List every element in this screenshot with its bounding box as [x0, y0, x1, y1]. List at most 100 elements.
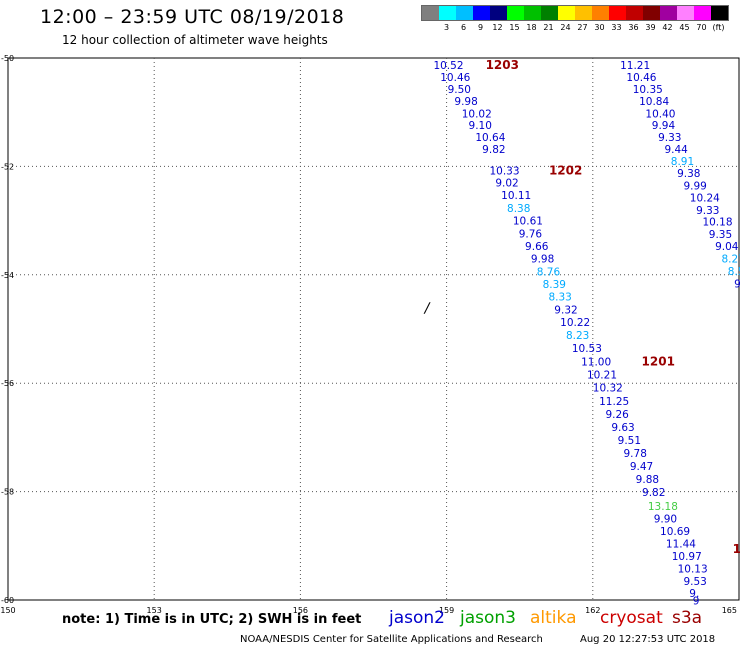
- legend-label: 45: [679, 23, 690, 32]
- map-frame: [7, 57, 740, 601]
- legend-swatch: [626, 6, 643, 20]
- footer-note: note: 1) Time is in UTC; 2) SWH is in fe…: [62, 612, 362, 627]
- y-tick-label: -56: [1, 379, 14, 388]
- legend-swatch: [507, 6, 524, 20]
- y-tick-label: -52: [1, 162, 14, 171]
- wave-height-value: 9.66: [525, 241, 549, 253]
- legend-label: 21: [543, 23, 554, 32]
- wave-height-value: 9.98: [454, 96, 477, 108]
- pass-time-label: 1202: [549, 164, 582, 178]
- x-tick-label: 153: [147, 606, 162, 615]
- satellite-jason2: jason2: [389, 608, 445, 628]
- wave-height-value: 9.35: [709, 229, 732, 241]
- wave-height-value: 10.46: [440, 72, 470, 84]
- legend-swatch: [643, 6, 660, 20]
- wave-height-value: 9.44: [664, 144, 688, 156]
- wave-height-value: 10.13: [678, 564, 708, 576]
- page-title: 12:00 – 23:59 UTC 08/19/2018: [40, 6, 345, 28]
- pass-time-label: 1201: [642, 355, 675, 369]
- wave-height-value: 9.38: [677, 168, 700, 180]
- x-tick-label: 165: [722, 606, 737, 615]
- wave-height-value: 10.18: [702, 217, 732, 229]
- legend-swatches: [421, 5, 729, 21]
- legend-label: 36: [628, 23, 639, 32]
- axis-ticks: 150 153 156 159 162 165 -50 -52 -54 -56 -58 -60: [0, 54, 737, 615]
- color-legend: 3 6 9 12 15 18 21 24 27 30 33 36 39 42 45 70 (ft): [421, 5, 729, 35]
- wave-height-value: 9: [693, 596, 700, 608]
- wave-height-value: 11.21: [620, 60, 650, 72]
- wave-height-value: 8.23: [566, 330, 589, 342]
- legend-swatch: [456, 6, 473, 20]
- legend-label: 42: [662, 23, 673, 32]
- legend-label: 9: [477, 23, 484, 32]
- wave-height-value: 8.38: [507, 203, 530, 215]
- legend-swatch: [439, 6, 456, 20]
- legend-label: 24: [560, 23, 571, 32]
- wave-height-value: 10.84: [639, 96, 669, 108]
- legend-swatch: [558, 6, 575, 20]
- wave-height-value: 10.52: [433, 60, 463, 72]
- legend-label: 3: [443, 23, 450, 32]
- x-tick-label: 159: [439, 606, 454, 615]
- island-feature: ∕: [423, 301, 431, 317]
- wave-height-value: 9.88: [636, 474, 659, 486]
- legend-label: 33: [611, 23, 622, 32]
- wave-height-value: 9.: [689, 588, 699, 600]
- wave-height-value: 10.33: [489, 166, 519, 178]
- wave-height-value: 9.90: [654, 514, 677, 526]
- x-tick-label: 150: [0, 606, 15, 615]
- legend-label: 18: [526, 23, 537, 32]
- legend-labels: 3 6 9 12 15 18 21 24 27 30 33 36 39 42 45 70 (ft): [421, 21, 729, 35]
- legend-label: 70: [696, 23, 707, 32]
- wave-height-value: 9.04: [715, 241, 739, 253]
- wave-height-value: 10.35: [633, 84, 663, 96]
- legend-swatch: [541, 6, 558, 20]
- wave-height-value: 9.82: [642, 487, 665, 499]
- wave-height-value: 11.25: [599, 396, 629, 408]
- wave-height-value: 9.78: [624, 448, 647, 460]
- wave-height-value: 10.40: [645, 108, 675, 120]
- pass-time-label: 1: [733, 542, 740, 556]
- wave-height-value: 9.02: [495, 178, 518, 190]
- satellite-track: 10.5210.469.509.9810.029.1010.649.8210.3…: [433, 58, 740, 607]
- legend-swatch: [422, 6, 439, 20]
- wave-height-value: 10.02: [462, 108, 492, 120]
- page-subtitle: 12 hour collection of altimeter wave hei…: [62, 33, 328, 47]
- legend-swatch: [609, 6, 626, 20]
- x-tick-label: 162: [585, 606, 600, 615]
- wave-height-value: 10.11: [501, 190, 531, 202]
- wave-height-value: 11.44: [666, 539, 696, 551]
- legend-swatch: [694, 6, 711, 20]
- wave-height-value: 10.46: [626, 72, 656, 84]
- wave-height-value: 9.98: [531, 254, 554, 266]
- legend-swatch: [711, 6, 728, 20]
- satellite-track: 11.2110.4610.3510.8410.409.949.339.448.9…: [620, 60, 740, 290]
- satellite-tracks: 10.5210.469.509.9810.029.1010.649.8210.3…: [433, 58, 740, 607]
- wave-height-value: 13.18: [648, 501, 678, 513]
- satellite-altika: altika: [530, 608, 577, 628]
- wave-height-value: 9.10: [469, 120, 492, 132]
- legend-swatch: [473, 6, 490, 20]
- legend-swatch: [575, 6, 592, 20]
- wave-height-value: 9.99: [683, 180, 706, 192]
- legend-swatch: [524, 6, 541, 20]
- satellite-jason3: jason3: [460, 608, 516, 628]
- legend-swatch: [490, 6, 507, 20]
- legend-label: 15: [509, 23, 520, 32]
- legend-label: 6: [460, 23, 467, 32]
- wave-height-value: 9.47: [630, 461, 653, 473]
- map-grid: [8, 58, 739, 600]
- wave-height-value: 10.69: [660, 526, 690, 538]
- wave-height-value: 11.00: [581, 357, 611, 369]
- wave-height-value: 10.97: [672, 551, 702, 563]
- legend-label: 39: [645, 23, 656, 32]
- wave-height-value: 9.39: [734, 278, 740, 290]
- y-tick-label: -58: [1, 488, 14, 497]
- wave-height-value: 9.94: [652, 120, 676, 132]
- wave-height-value: 10.61: [513, 216, 543, 228]
- wave-height-value: 9.33: [696, 205, 719, 217]
- wave-height-value: 10.21: [587, 370, 617, 382]
- wave-height-value: 9.26: [605, 409, 629, 421]
- wave-height-value: 10.32: [593, 383, 623, 395]
